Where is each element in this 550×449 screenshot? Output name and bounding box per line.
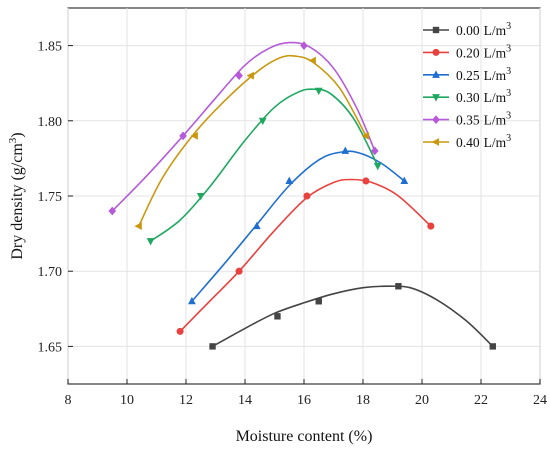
legend-label-0.40: 0.40 L/m3 xyxy=(456,133,511,150)
data-point-0.30 xyxy=(373,162,382,171)
x-tick-label: 14 xyxy=(238,393,252,408)
legend-marker-0.25 xyxy=(432,70,440,78)
y-tick-label: 1.85 xyxy=(38,40,63,55)
data-point-0.40 xyxy=(246,71,254,80)
data-point-0.25 xyxy=(188,296,196,305)
data-point-0.35 xyxy=(179,131,187,141)
data-point-0.40 xyxy=(361,131,369,140)
data-point-0.40 xyxy=(308,56,316,65)
fit-curve-0.35 xyxy=(111,41,376,212)
data-point-0.35 xyxy=(371,146,379,156)
y-axis-title: Dry density (g/cm3) xyxy=(7,132,26,259)
x-tick-label: 8 xyxy=(65,393,72,408)
data-point-0.00 xyxy=(315,298,322,305)
data-point-0.25 xyxy=(341,146,350,154)
x-tick-label: 20 xyxy=(415,393,429,408)
fit-curve-0.25 xyxy=(191,150,405,302)
data-markers xyxy=(108,41,496,350)
data-point-0.35 xyxy=(108,206,117,216)
y-tick-label: 1.65 xyxy=(38,340,63,355)
x-tick-label: 24 xyxy=(533,393,547,408)
data-point-0.20 xyxy=(176,327,184,335)
x-tick-label: 18 xyxy=(356,393,370,408)
data-point-0.30 xyxy=(196,192,205,201)
legend-label-0.20: 0.20 L/m3 xyxy=(456,43,511,60)
legend-label-0.35: 0.35 L/m3 xyxy=(456,111,511,128)
fit-curve-0.00 xyxy=(212,285,494,348)
fit-curve-0.30 xyxy=(150,88,379,242)
data-point-0.00 xyxy=(489,343,496,350)
fit-curve-0.40 xyxy=(138,54,367,227)
fit-curves xyxy=(111,41,494,348)
legend: 0.00 L/m3 0.20 L/m3 0.25 L/m3 0.30 L/m3 0.35 L/m3… xyxy=(423,21,511,150)
data-point-0.20 xyxy=(427,222,435,230)
legend-label-0.25: 0.25 L/m3 xyxy=(456,66,511,83)
fit-curve-0.20 xyxy=(179,178,432,332)
legend-label-0.30: 0.30 L/m3 xyxy=(456,88,511,105)
y-tick-label: 1.75 xyxy=(38,190,63,205)
legend-marker-0.40 xyxy=(431,138,440,146)
x-tick-label: 22 xyxy=(474,393,488,408)
data-point-0.25 xyxy=(400,176,409,184)
data-point-0.00 xyxy=(274,313,281,320)
legend-marker-0.00 xyxy=(432,26,440,34)
data-point-0.25 xyxy=(285,176,294,184)
data-point-0.35 xyxy=(300,41,308,50)
data-point-0.20 xyxy=(235,267,243,275)
data-point-0.30 xyxy=(314,87,323,96)
data-point-0.25 xyxy=(252,221,261,230)
legend-marker-0.30 xyxy=(432,94,440,102)
data-point-0.40 xyxy=(134,222,142,230)
y-tick-label: 1.70 xyxy=(38,265,63,280)
data-point-0.40 xyxy=(190,131,198,140)
data-point-0.30 xyxy=(146,238,155,246)
y-tick-label: 1.80 xyxy=(38,115,63,130)
legend-marker-0.20 xyxy=(432,48,440,56)
y-axis-title-superscript: 3 xyxy=(7,137,19,143)
data-point-0.35 xyxy=(235,71,243,81)
data-point-0.20 xyxy=(362,177,370,185)
legend-marker-0.35 xyxy=(432,115,440,124)
data-point-0.30 xyxy=(258,117,267,126)
data-point-0.20 xyxy=(303,192,311,200)
x-tick-label: 12 xyxy=(179,393,193,408)
x-axis-title: Moisture content (%) xyxy=(236,428,373,445)
data-point-0.00 xyxy=(209,343,216,350)
legend-label-0.00: 0.00 L/m3 xyxy=(456,21,511,38)
x-tick-label: 10 xyxy=(120,393,134,408)
axis-ticks: 8 10 12 14 16 18 20 22 24 1.65 1.70 1.75 1.80 1.85 xyxy=(38,40,548,408)
x-tick-label: 16 xyxy=(297,393,311,408)
data-point-0.00 xyxy=(395,283,402,290)
